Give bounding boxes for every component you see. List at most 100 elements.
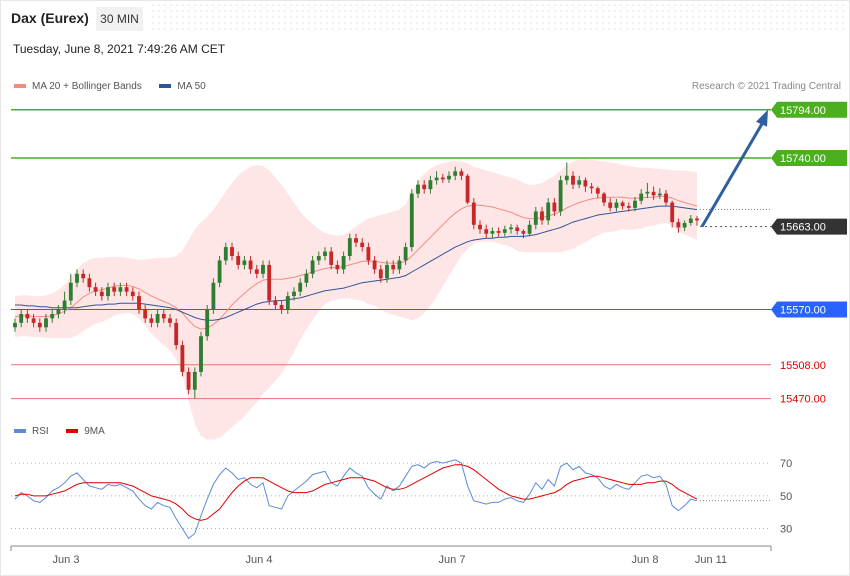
candle-body-97 [614, 202, 619, 208]
candle-body-19 [130, 291, 135, 297]
candle-body-80 [509, 227, 513, 230]
candle-body-81 [515, 227, 520, 232]
candle-body-5 [44, 318, 48, 328]
level-tag-3 [771, 301, 847, 318]
level-label-0: 15794.00 [780, 105, 826, 117]
candle-body-107 [676, 222, 681, 228]
candle-body-38 [248, 260, 253, 270]
bollinger-band-area [15, 158, 697, 440]
x-tick-label-3: Jun 8 [632, 554, 659, 566]
candle-body-29 [192, 371, 197, 390]
candle-body-17 [118, 287, 123, 292]
candle-body-14 [99, 291, 104, 297]
candle-body-50 [323, 251, 327, 256]
candle-body-21 [143, 309, 148, 319]
candle-body-3 [31, 318, 36, 323]
level-tag-2 [771, 218, 847, 235]
candle-body-6 [50, 313, 55, 319]
level-tag-0 [771, 101, 847, 118]
candle-body-13 [93, 287, 98, 292]
candle-body-92 [583, 180, 588, 187]
candle-body-1 [19, 313, 24, 323]
candle-body-41 [267, 264, 272, 301]
candle-body-66 [422, 184, 427, 190]
candle-body-45 [292, 291, 296, 297]
candle-body-106 [670, 202, 675, 223]
candle-body-36 [236, 256, 241, 265]
candle-body-108 [682, 223, 687, 228]
candle-body-96 [608, 202, 613, 208]
legend-swatch-9ma [66, 429, 79, 434]
candle-body-82 [521, 231, 526, 234]
rsi-tick-1: 50 [780, 491, 792, 503]
candle-body-76 [484, 229, 489, 234]
candle-body-71 [453, 171, 458, 176]
copyright-text: Research © 2021 Trading Central [691, 81, 841, 92]
candle-body-61 [391, 264, 396, 270]
rsi-9ma-line [14, 464, 698, 521]
candle-body-62 [397, 260, 402, 270]
candle-body-37 [242, 260, 247, 265]
legend-swatch-ma20 [14, 84, 26, 89]
candle-body-22 [149, 318, 154, 323]
candle-body-74 [471, 202, 476, 225]
candle-body-52 [335, 264, 340, 270]
candle-body-102 [645, 191, 650, 194]
candle-body-78 [496, 231, 501, 233]
candle-body-54 [347, 238, 352, 256]
candle-body-73 [465, 175, 470, 203]
candle-body-91 [577, 180, 582, 185]
candle-body-90 [571, 175, 575, 185]
legend-label-ma50: MA 50 [177, 81, 206, 92]
candle-body-109 [688, 218, 693, 224]
candle-body-42 [273, 300, 278, 306]
candle-body-75 [478, 224, 482, 230]
candle-body-60 [385, 264, 389, 279]
candle-body-67 [428, 180, 433, 190]
candle-body-58 [372, 260, 377, 270]
legend-label-ma20: MA 20 + Bollinger Bands [32, 81, 142, 92]
x-tick-label-4: Jun 11 [695, 554, 727, 566]
ma20-line [14, 195, 698, 330]
level-tag-1 [771, 149, 847, 166]
candle-body-27 [180, 345, 185, 372]
legend-label-rsi: RSI [32, 426, 49, 437]
candle-body-98 [620, 202, 625, 207]
candle-body-72 [459, 171, 464, 176]
candle-body-9 [68, 282, 73, 301]
x-tick-label-2: Jun 7 [439, 554, 466, 566]
rsi-tick-0: 70 [780, 458, 792, 470]
candle-body-0 [13, 322, 17, 328]
timeframe-button[interactable]: 30 MIN [96, 7, 143, 31]
candle-body-11 [81, 273, 86, 279]
candle-body-24 [161, 313, 166, 319]
candle-body-8 [62, 300, 67, 310]
candle-body-25 [168, 318, 172, 323]
candle-body-88 [558, 180, 563, 212]
level-label-3: 15570.00 [780, 304, 826, 316]
legend-swatch-ma50 [159, 84, 172, 89]
candle-body-40 [261, 264, 265, 274]
candle-body-86 [546, 202, 551, 221]
candle-body-4 [37, 322, 42, 328]
x-tick-label-0: Jun 3 [53, 554, 80, 566]
candle-body-100 [633, 200, 637, 208]
candle-body-47 [304, 273, 309, 283]
candle-body-56 [360, 242, 365, 248]
candle-body-64 [409, 193, 414, 248]
candle-body-43 [279, 305, 284, 310]
candle-body-49 [316, 256, 321, 261]
x-tick-label-1: Jun 4 [246, 554, 273, 566]
candle-body-70 [447, 175, 451, 180]
candle-body-95 [602, 193, 606, 203]
candle-body-10 [75, 273, 79, 283]
main-legend: MA 20 + Bollinger Bands MA 50 [14, 81, 206, 92]
candle-body-23 [155, 313, 160, 323]
ma50-line [15, 205, 698, 321]
level-label-2: 15663.00 [780, 222, 826, 234]
candle-body-63 [403, 247, 408, 261]
forecast-arrow-head [756, 109, 768, 127]
candle-body-89 [564, 175, 569, 181]
